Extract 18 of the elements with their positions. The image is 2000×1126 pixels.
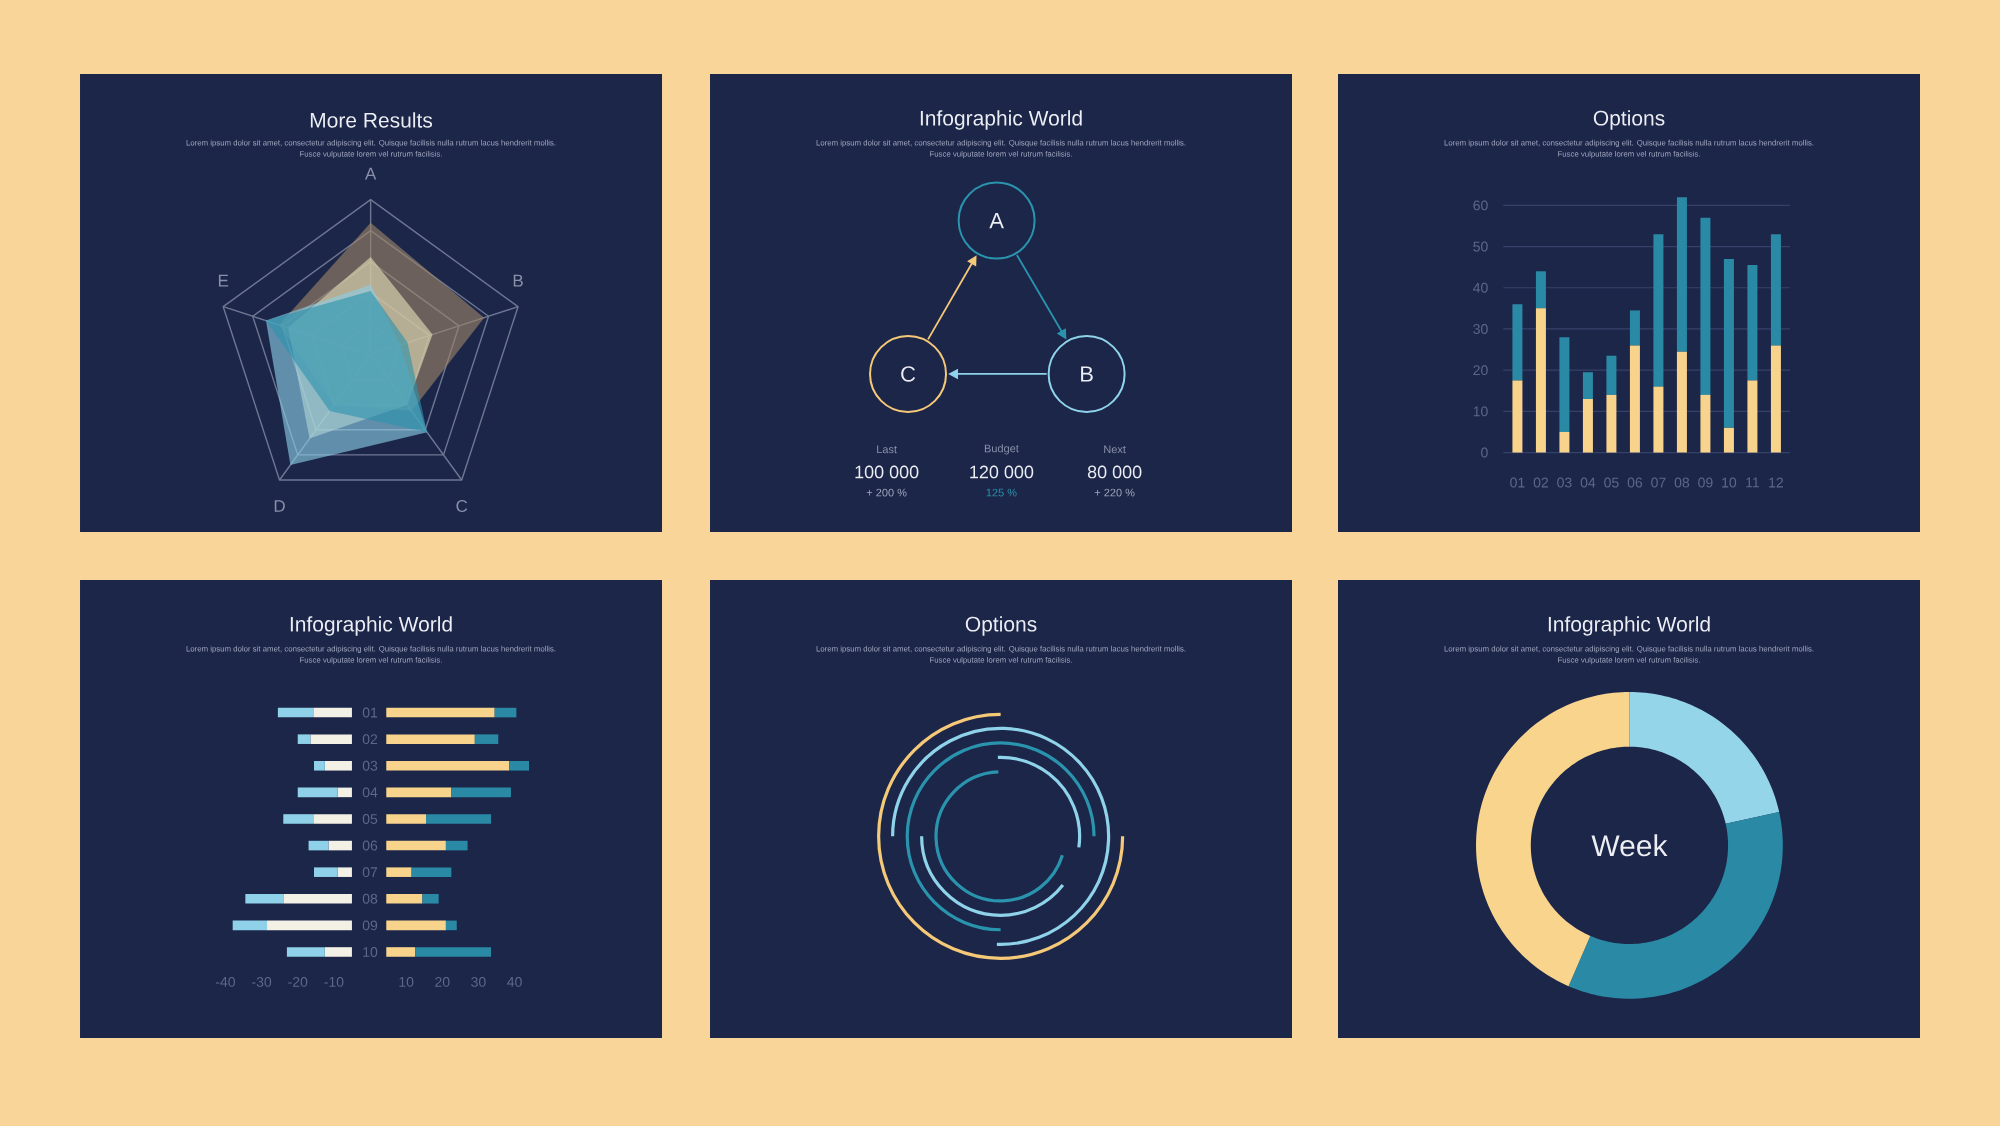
text: Infographic World [920, 110, 1082, 130]
text: Options [965, 616, 1037, 636]
chart-title: Options [1593, 110, 1665, 130]
chart-title: Infographic World [1548, 616, 1710, 636]
text: 100 000 [855, 465, 919, 479]
chart-title: More Results [310, 112, 433, 128]
spoke-label: D [274, 500, 285, 512]
text: Week [1591, 834, 1668, 857]
spoke-label: A [364, 167, 377, 180]
text: B [1081, 366, 1093, 382]
spoke-label: C [456, 499, 468, 512]
text: A [989, 213, 1004, 229]
spoke-label: B [513, 274, 523, 287]
spoke-label: E [218, 274, 229, 287]
text: 120 000 [970, 465, 1034, 479]
chart-title: Infographic World [290, 616, 452, 636]
text: C [901, 366, 916, 382]
text: 80 000 [1087, 465, 1142, 479]
